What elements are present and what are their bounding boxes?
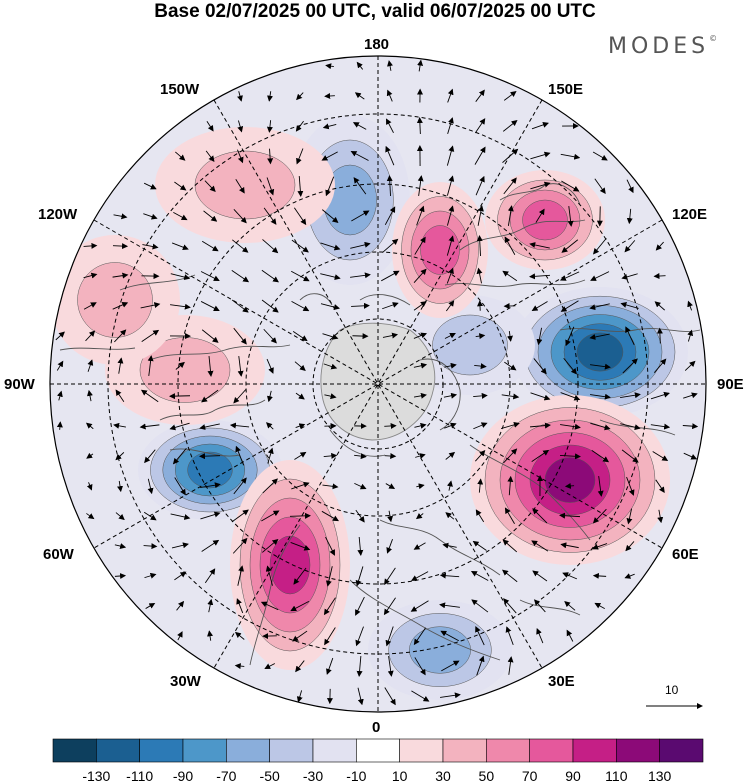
wind-arrow <box>60 422 61 430</box>
positive-anomaly <box>155 127 335 243</box>
colorbar-swatch <box>183 739 226 762</box>
colorbar-swatch <box>573 739 616 762</box>
lon-label-30w: 30W <box>170 673 201 690</box>
colorbar-swatch <box>270 739 313 762</box>
wind-arrow <box>200 456 220 457</box>
wind-arrow <box>290 516 310 517</box>
colorbar-tick-label: -110 <box>126 768 153 784</box>
colorbar-swatch <box>486 739 529 762</box>
wind-arrow <box>654 276 665 277</box>
lon-label-150w: 150W <box>160 81 199 98</box>
lon-label-90w: 90W <box>4 376 35 393</box>
colorbar-tick-label: -70 <box>216 768 236 784</box>
lon-label-120e: 120E <box>672 206 707 223</box>
vector-scale-label: 10 <box>665 683 678 697</box>
colorbar-swatch <box>226 739 269 762</box>
colorbar-tick-label: -30 <box>303 768 323 784</box>
lon-label-180: 180 <box>364 36 389 53</box>
map-disc <box>40 50 720 730</box>
colorbar-swatch <box>140 739 183 762</box>
lon-label-60e: 60E <box>672 546 699 563</box>
colorbar-swatch <box>53 739 96 762</box>
colorbar-tick-label: 10 <box>392 768 408 784</box>
lon-label-90e: 90E <box>717 376 744 393</box>
lon-label-0: 0 <box>372 719 380 736</box>
colorbar-swatch <box>400 739 443 762</box>
colorbar-tick-label: -10 <box>346 768 366 784</box>
colorbar <box>53 739 703 762</box>
wind-arrow <box>113 246 127 247</box>
colorbar-tick-label: -90 <box>173 768 193 784</box>
colorbar-swatch <box>530 739 573 762</box>
colorbar-swatch <box>96 739 139 762</box>
colorbar-tick-label: 110 <box>605 768 627 784</box>
lon-label-60w: 60W <box>43 546 74 563</box>
negative-anomaly <box>368 600 512 700</box>
colorbar-tick-label: 50 <box>479 768 495 784</box>
colorbar-tick-label: -130 <box>82 768 110 784</box>
positive-anomaly <box>392 182 488 318</box>
colorbar-tick-label: 30 <box>435 768 451 784</box>
wind-arrow <box>170 396 190 397</box>
colorbar-tick-label: -50 <box>260 768 280 784</box>
positive-anomaly <box>50 235 180 365</box>
colorbar-swatch <box>660 739 703 762</box>
colorbar-tick-label: 90 <box>565 768 581 784</box>
colorbar-swatch <box>443 739 486 762</box>
colorbar-swatch <box>616 739 659 762</box>
positive-anomaly <box>230 460 350 670</box>
positive-anomaly <box>470 395 670 565</box>
colorbar-tick-label: 130 <box>648 768 671 784</box>
lon-label-150e: 150E <box>548 81 583 98</box>
colorbar-swatch <box>356 739 399 762</box>
lon-label-30e: 30E <box>548 673 575 690</box>
lon-label-120w: 120W <box>38 206 77 223</box>
colorbar-swatch <box>313 739 356 762</box>
colorbar-tick-label: 70 <box>522 768 538 784</box>
